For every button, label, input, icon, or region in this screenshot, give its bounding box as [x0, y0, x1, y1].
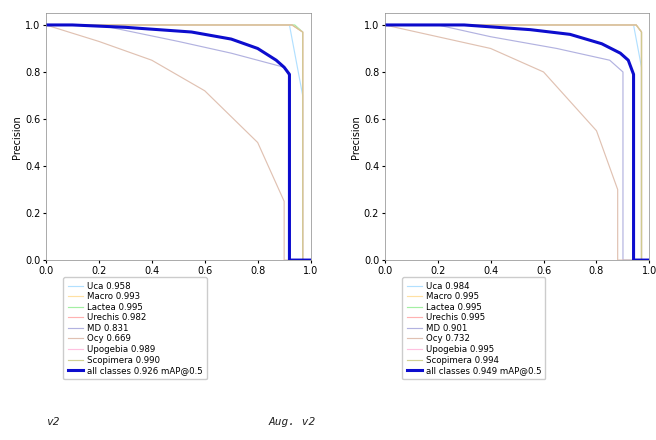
Text: v2: v2: [46, 417, 60, 427]
Legend: Uca 0.984, Macro 0.995, Lactea 0.995, Urechis 0.995, MD 0.901, Ocy 0.732, Upogeb: Uca 0.984, Macro 0.995, Lactea 0.995, Ur…: [402, 278, 545, 379]
Text: Aug. v2: Aug. v2: [269, 417, 316, 427]
Y-axis label: Precision: Precision: [351, 115, 361, 158]
Y-axis label: Precision: Precision: [12, 115, 22, 158]
X-axis label: Recall: Recall: [502, 279, 532, 288]
X-axis label: Recall: Recall: [163, 279, 193, 288]
Legend: Uca 0.958, Macro 0.993, Lactea 0.995, Urechis 0.982, MD 0.831, Ocy 0.669, Upogeb: Uca 0.958, Macro 0.993, Lactea 0.995, Ur…: [64, 278, 207, 379]
